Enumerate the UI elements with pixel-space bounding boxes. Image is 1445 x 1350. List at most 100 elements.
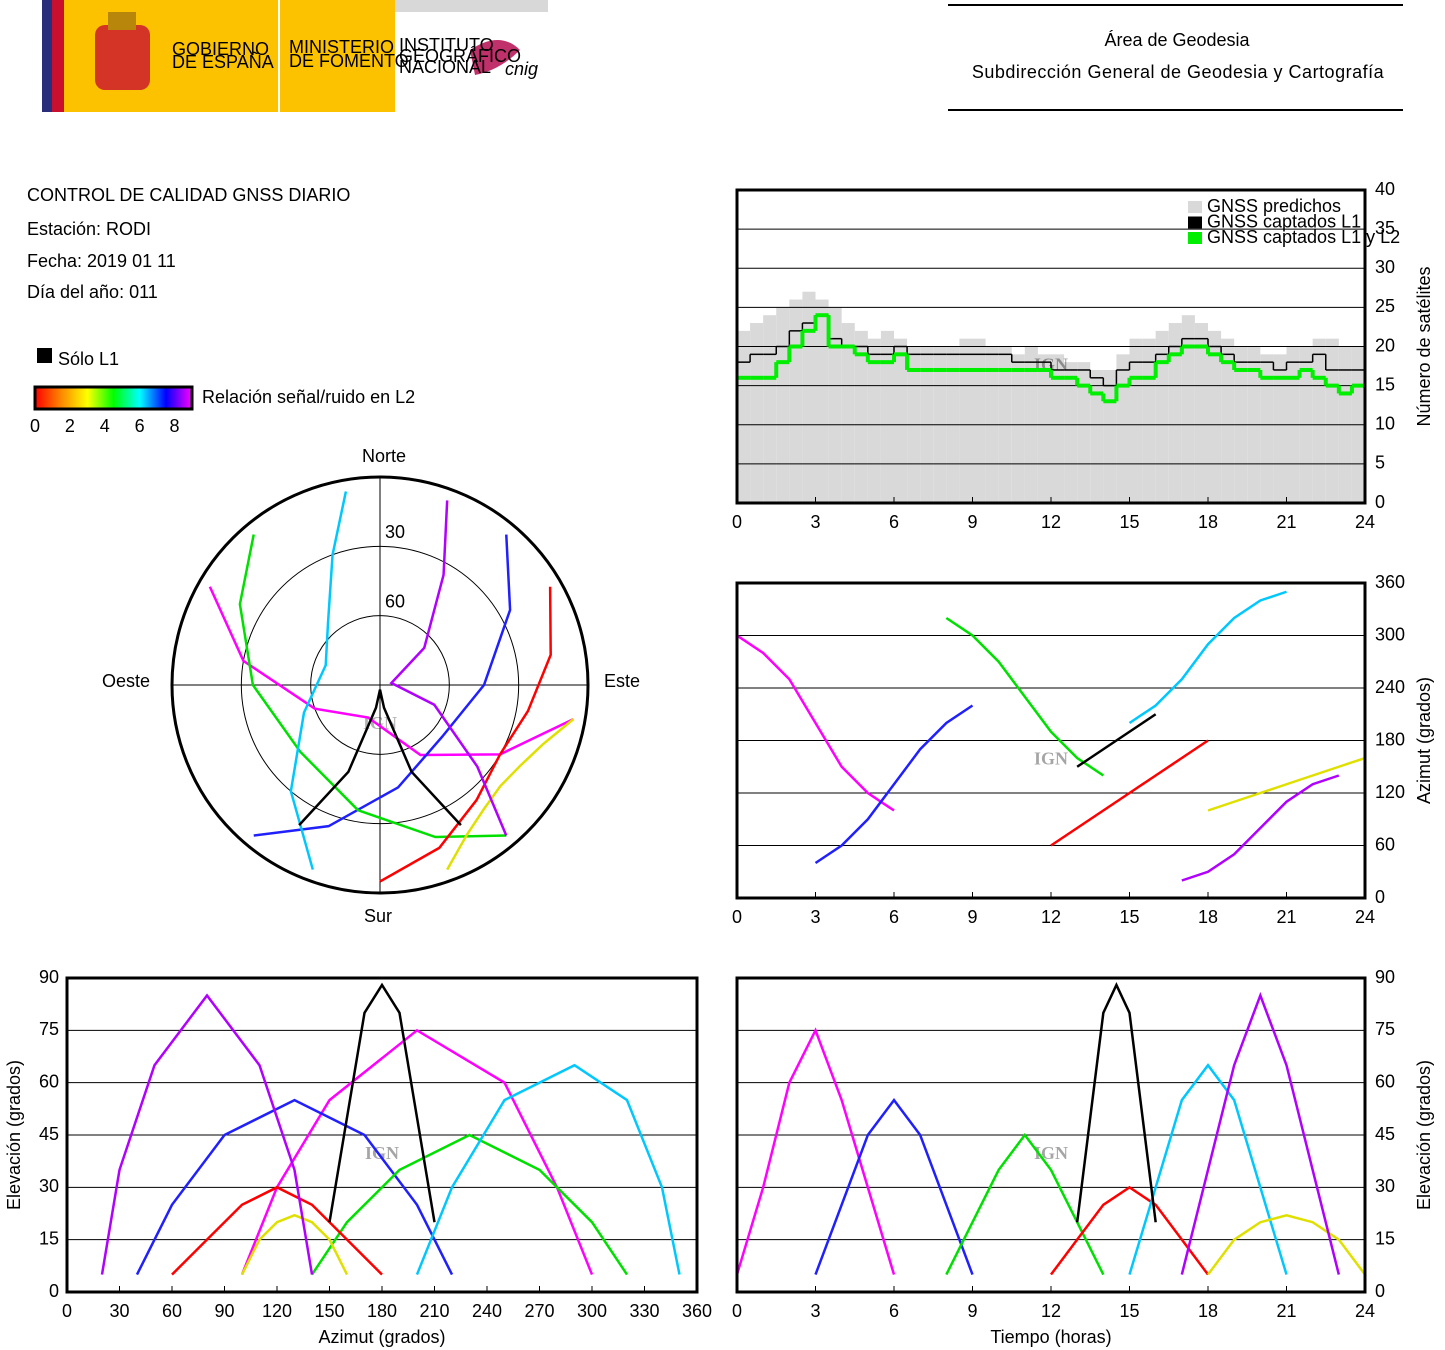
logo-block: [42, 0, 548, 112]
colorbar-tick-label: 8: [170, 416, 180, 436]
predicted-bar: [1168, 323, 1182, 503]
satellite-track: [240, 1213, 349, 1276]
satellite-track: [1075, 982, 1157, 1223]
x-tick-label: 21: [1276, 907, 1296, 927]
predicted-bar: [972, 338, 986, 503]
legend-swatch: [1188, 201, 1202, 213]
y-tick-label: 15: [1375, 374, 1395, 394]
satellite-track: [289, 491, 348, 870]
skyplot-area: IGN: [172, 477, 588, 893]
y-tick-label: 300: [1375, 624, 1405, 644]
predicted-bar: [1051, 354, 1065, 503]
satellite-track: [945, 616, 1105, 777]
predicted-bar: [1194, 323, 1208, 503]
satellite-track: [1128, 590, 1287, 725]
x-tick-label: 9: [967, 907, 977, 927]
x-tick-label: 12: [1041, 512, 1061, 532]
only-l1-swatch: [37, 348, 52, 363]
predicted-bar: [776, 307, 790, 503]
y-tick-label: 30: [39, 1176, 59, 1196]
satellite-track: [814, 1098, 974, 1275]
y-axis-label: Elevación (grados): [4, 1060, 24, 1210]
y-tick-label: 90: [1375, 967, 1395, 987]
x-tick-label: 0: [732, 1301, 742, 1321]
x-tick-label: 21: [1276, 512, 1296, 532]
colorbar-label: Relación señal/ruido en L2: [202, 387, 415, 407]
y-tick-label: 60: [1375, 1071, 1395, 1091]
y-tick-label: 360: [1375, 572, 1405, 592]
satellite-track: [1050, 739, 1209, 847]
report-title: CONTROL DE CALIDAD GNSS DIARIO: [27, 185, 350, 205]
x-tick-label: 240: [472, 1301, 502, 1321]
legend-swatch: [1188, 232, 1202, 244]
x-tick-label: 0: [732, 512, 742, 532]
y-tick-label: 120: [1375, 782, 1405, 802]
predicted-bar: [1221, 338, 1235, 503]
satellite-track: [310, 1133, 629, 1276]
colorbar-tick-label: 2: [65, 416, 75, 436]
watermark: IGN: [1034, 749, 1068, 769]
elevation-ring: [240, 545, 520, 825]
x-tick-label: 30: [109, 1301, 129, 1321]
y-tick-label: 0: [1375, 1281, 1385, 1301]
satellite-track: [737, 1027, 896, 1275]
day-of-year: Día del año: 011: [27, 282, 158, 302]
satellite-track: [446, 718, 575, 871]
plot-area: IGN: [737, 978, 1365, 1292]
ring-label: 30: [385, 522, 405, 542]
predicted-bar: [1273, 354, 1287, 503]
predicted-bar: [894, 338, 908, 503]
x-tick-label: 330: [629, 1301, 659, 1321]
x-tick-label: 12: [1041, 1301, 1061, 1321]
colorbar-tick-label: 0: [30, 416, 40, 436]
x-tick-label: 300: [577, 1301, 607, 1321]
satellite-track: [1207, 1213, 1365, 1276]
x-axis-label: Tiempo (horas): [990, 1327, 1111, 1347]
colorbar-tick-label: 4: [100, 416, 110, 436]
predicted-bar: [815, 299, 829, 503]
plot: IGN 0 15 30 45 60 75 90 0 30 60 90 120 150 180 210 240 27…: [4, 967, 712, 1347]
y-tick-label: 10: [1375, 414, 1395, 434]
date: Fecha: 2019 01 11: [27, 251, 176, 271]
x-tick-label: 6: [889, 1301, 899, 1321]
x-tick-label: 18: [1198, 1301, 1218, 1321]
x-tick-label: 210: [419, 1301, 449, 1321]
predicted-bar: [841, 323, 855, 503]
satellite-track: [379, 586, 552, 883]
y-tick-label: 40: [1375, 179, 1395, 199]
satellite-track: [328, 982, 436, 1223]
y-axis-label: Número de satélites: [1414, 266, 1434, 426]
x-tick-label: 0: [732, 907, 742, 927]
y-tick-label: 45: [39, 1124, 59, 1144]
y-tick-label: 35: [1375, 218, 1395, 238]
cnig-text: cnig: [505, 59, 538, 79]
x-tick-label: 24: [1355, 907, 1375, 927]
institute-text: NACIONAL: [399, 57, 491, 77]
plot-area: IGN: [737, 583, 1365, 898]
predicted-bar: [1155, 330, 1169, 503]
x-tick-label: 6: [889, 512, 899, 532]
legend-label: GNSS captados L1: [1207, 211, 1361, 231]
x-tick-label: 9: [967, 1301, 977, 1321]
x-axis-label: Azimut (grados): [318, 1327, 445, 1347]
predicted-bar: [1208, 330, 1222, 503]
predicted-bar: [1181, 315, 1195, 503]
predicted-bar: [737, 330, 751, 503]
institute-text: GEOGRÁFICO: [399, 46, 521, 66]
satellite-track: [171, 1185, 383, 1276]
skyplot-frame: [170, 475, 590, 895]
satellite-track: [415, 1063, 681, 1276]
satellite-track: [100, 993, 314, 1275]
direction-label: Sur: [364, 906, 392, 926]
x-tick-label: 3: [810, 1301, 820, 1321]
gov-text: GOBIERNO: [172, 39, 269, 59]
y-tick-label: 240: [1375, 677, 1405, 697]
direction-label: Oeste: [102, 671, 150, 691]
direction-label: Norte: [362, 446, 406, 466]
x-tick-label: 270: [524, 1301, 554, 1321]
satellite-track: [298, 689, 462, 826]
satellite-track: [814, 704, 974, 865]
predicted-bar: [828, 307, 842, 503]
